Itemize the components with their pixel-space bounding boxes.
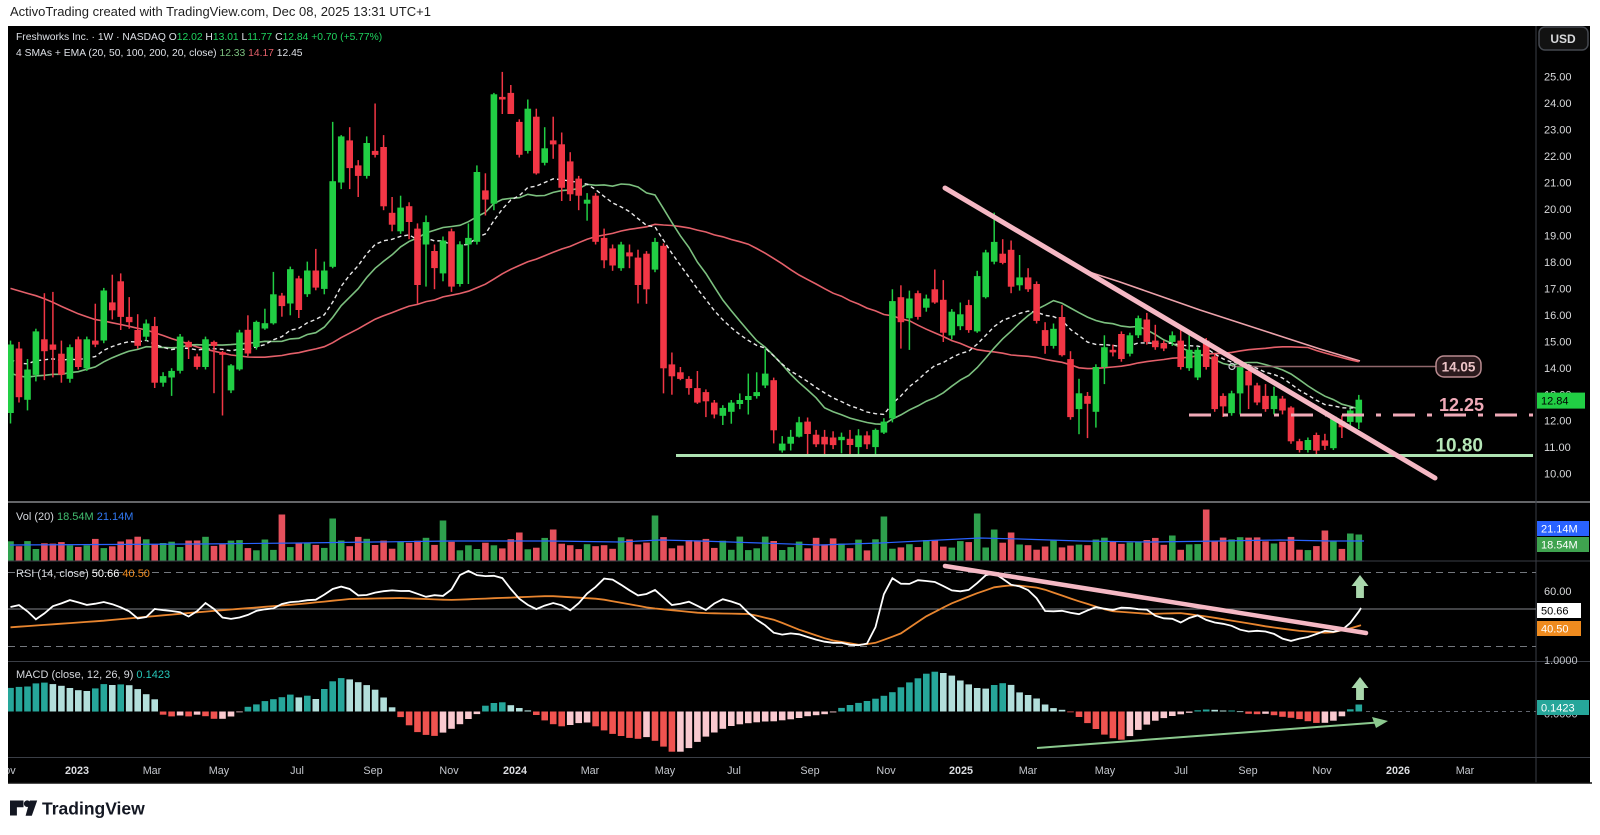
svg-text:17.00: 17.00 (1544, 283, 1572, 295)
svg-text:Nov: Nov (1312, 765, 1332, 777)
svg-text:11.00: 11.00 (1544, 442, 1571, 454)
svg-text:4 SMAs + EMA (20, 50, 100, 200: 4 SMAs + EMA (20, 50, 100, 200, 20, clos… (16, 48, 303, 59)
svg-text:Nov: Nov (876, 765, 896, 777)
svg-text:40.50: 40.50 (1541, 624, 1569, 636)
svg-text:25.00: 25.00 (1544, 72, 1572, 84)
svg-text:20.00: 20.00 (1544, 204, 1572, 216)
svg-text:10.80: 10.80 (1435, 436, 1483, 457)
svg-text:12.00: 12.00 (1544, 416, 1572, 428)
svg-text:May: May (209, 765, 230, 777)
svg-text:May: May (1095, 765, 1116, 777)
svg-text:50.66: 50.66 (1541, 606, 1569, 618)
svg-text:Jul: Jul (727, 765, 741, 777)
svg-text:22.00: 22.00 (1544, 151, 1572, 163)
svg-text:Sep: Sep (363, 765, 382, 777)
svg-text:14.00: 14.00 (1544, 363, 1572, 375)
svg-text:Mar: Mar (1019, 765, 1038, 777)
svg-text:14.05: 14.05 (1442, 360, 1476, 375)
svg-text:10.00: 10.00 (1544, 469, 1572, 481)
svg-text:16.00: 16.00 (1544, 310, 1572, 322)
svg-text:0.1423: 0.1423 (1541, 703, 1575, 715)
svg-text:Sep: Sep (800, 765, 819, 777)
svg-text:Jul: Jul (1174, 765, 1188, 777)
svg-text:2023: 2023 (65, 765, 89, 777)
svg-text:12.25: 12.25 (1439, 395, 1484, 415)
svg-text:23.00: 23.00 (1544, 125, 1572, 137)
svg-text:60.00: 60.00 (1544, 586, 1572, 598)
svg-text:15.00: 15.00 (1544, 336, 1572, 348)
svg-text:2024: 2024 (503, 765, 527, 777)
svg-text:MACD (close, 12, 26, 9) 0.1423: MACD (close, 12, 26, 9) 0.1423 (16, 669, 170, 681)
svg-text:Vol (20) 18.54M 21.14M: Vol (20) 18.54M 21.14M (16, 511, 133, 523)
svg-text:Mar: Mar (143, 765, 162, 777)
svg-text:18.54M: 18.54M (1541, 540, 1578, 552)
svg-text:1.0000: 1.0000 (1544, 655, 1578, 667)
svg-text:USD: USD (1550, 32, 1576, 46)
svg-text:RSI (14, close) 50.66 40.50: RSI (14, close) 50.66 40.50 (16, 568, 150, 580)
svg-text:ActivoTrading created with Tra: ActivoTrading created with TradingView.c… (10, 4, 431, 19)
svg-text:TradingView: TradingView (42, 799, 145, 819)
svg-text:Jul: Jul (290, 765, 304, 777)
svg-text:21.14M: 21.14M (1541, 524, 1578, 536)
svg-text:24.00: 24.00 (1544, 98, 1572, 110)
svg-text:2026: 2026 (1386, 765, 1410, 777)
svg-text:Mar: Mar (581, 765, 600, 777)
svg-text:21.00: 21.00 (1544, 177, 1572, 189)
svg-text:19.00: 19.00 (1544, 230, 1572, 242)
svg-text:Mar: Mar (1456, 765, 1475, 777)
svg-text:18.00: 18.00 (1544, 257, 1572, 269)
svg-text:2025: 2025 (949, 765, 973, 777)
svg-text:Sep: Sep (1238, 765, 1257, 777)
svg-text:Freshworks Inc. · 1W · NASDAQ: Freshworks Inc. · 1W · NASDAQ O12.02 H13… (16, 32, 382, 43)
svg-text:Nov: Nov (439, 765, 459, 777)
svg-text:12.84: 12.84 (1541, 396, 1569, 408)
svg-text:May: May (655, 765, 676, 777)
